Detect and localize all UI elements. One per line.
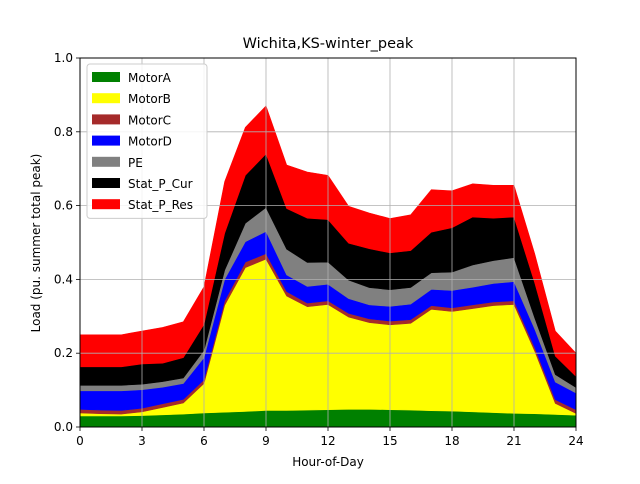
legend-swatch-stat-p-cur xyxy=(92,178,120,188)
legend-swatch-motorb xyxy=(92,93,120,104)
legend-label-pe: PE xyxy=(128,156,143,170)
y-tick-label: 0.8 xyxy=(54,125,73,139)
chart-title: Wichita,KS-winter_peak xyxy=(243,36,414,52)
legend-swatch-stat-p-res xyxy=(92,199,120,210)
legend-label-motorc: MotorC xyxy=(128,113,171,127)
x-tick-label: 6 xyxy=(200,434,208,448)
legend-label-motord: MotorD xyxy=(128,135,172,149)
x-tick-label: 18 xyxy=(444,434,459,448)
legend-label-stat-p-cur: Stat_P_Cur xyxy=(128,177,193,191)
y-tick-label: 0.4 xyxy=(54,272,73,286)
y-tick-label: 0.0 xyxy=(54,420,73,434)
y-tick-label: 0.2 xyxy=(54,346,73,360)
legend-label-motora: MotorA xyxy=(128,71,172,85)
x-tick-label: 21 xyxy=(506,434,521,448)
legend: MotorA MotorB MotorC MotorD PE Stat_P_Cur Stat… xyxy=(86,63,208,219)
x-tick-label: 24 xyxy=(568,434,583,448)
legend-label-stat-p-res: Stat_P_Res xyxy=(128,198,193,212)
legend-label-motorb: MotorB xyxy=(128,92,171,106)
y-axis-label: Load (pu. summer total peak) xyxy=(29,154,43,333)
x-tick-label: 0 xyxy=(76,434,84,448)
legend-swatch-motorc xyxy=(92,114,120,125)
y-tick-label: 1.0 xyxy=(54,51,73,65)
axis-ticks: 0 3 6 9 12 15 18 21 24 0.0 0.2 0.4 0.6 0.8 1.0 xyxy=(54,51,584,448)
x-tick-label: 12 xyxy=(320,434,335,448)
y-tick-label: 0.6 xyxy=(54,199,73,213)
x-tick-label: 9 xyxy=(262,434,270,448)
x-tick-label: 15 xyxy=(382,434,397,448)
x-axis-label: Hour-of-Day xyxy=(292,455,364,469)
legend-swatch-motord xyxy=(92,135,120,146)
legend-swatch-pe xyxy=(92,156,120,167)
plot-frame xyxy=(79,57,577,428)
x-tick-label: 3 xyxy=(138,434,146,448)
legend-swatch-motora xyxy=(92,72,120,82)
